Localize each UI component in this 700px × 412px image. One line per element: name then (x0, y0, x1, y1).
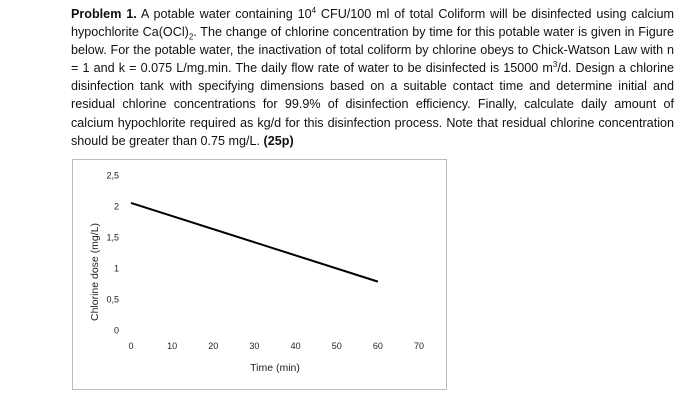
x-tick-label: 30 (249, 341, 259, 351)
y-axis-title: Chlorine dose (mg/L) (89, 223, 101, 321)
coliform-exponent: 4 (311, 5, 317, 15)
x-tick-label: 70 (414, 341, 424, 351)
y-tick-label: 1 (114, 264, 119, 274)
x-tick-label: 10 (167, 341, 177, 351)
x-tick-label: 40 (291, 341, 301, 351)
series-line (130, 201, 379, 283)
hypochlorite-subscript: 2 (188, 32, 194, 42)
problem-statement: Problem 1. A potable water containing 10… (71, 5, 674, 150)
x-tick-label: 60 (373, 341, 383, 351)
x-tick-label: 50 (332, 341, 342, 351)
flow-unit-exponent: 3 (552, 60, 558, 70)
y-tick-label: 1,5 (106, 233, 119, 243)
y-tick-label: 0 (114, 326, 119, 336)
x-tick-label: 0 (128, 341, 133, 351)
y-tick-label: 2 (114, 202, 119, 212)
chart-svg: Chlorine dose (mg/L) Time (min) 0 0,5 1 1,5… (89, 171, 424, 375)
problem-text-1: A potable water containing 10 (136, 7, 312, 21)
problem-text-4: /d. Design a chlorine disinfection tank … (71, 61, 674, 148)
chlorine-dose-chart: Chlorine dose (mg/L) Time (min) 0 0,5 1 1,5… (72, 159, 447, 390)
x-tick-label: 20 (208, 341, 218, 351)
problem-label: Problem 1. (71, 7, 137, 21)
y-tick-labels: 0 0,5 1 1,5 2 2,5 (106, 171, 119, 336)
problem-text-3: . The change of chlorine concentration b… (71, 25, 674, 76)
problem-text-2: CFU/100 ml of total Coliform will be dis… (71, 7, 674, 40)
x-tick-labels: 0 10 20 30 40 50 60 70 (128, 341, 424, 351)
problem-points: (25p) (263, 133, 294, 148)
y-tick-label: 2,5 (106, 171, 119, 181)
y-tick-label: 0,5 (106, 295, 119, 305)
series-lines (130, 201, 379, 283)
x-axis-title: Time (min) (250, 362, 300, 374)
